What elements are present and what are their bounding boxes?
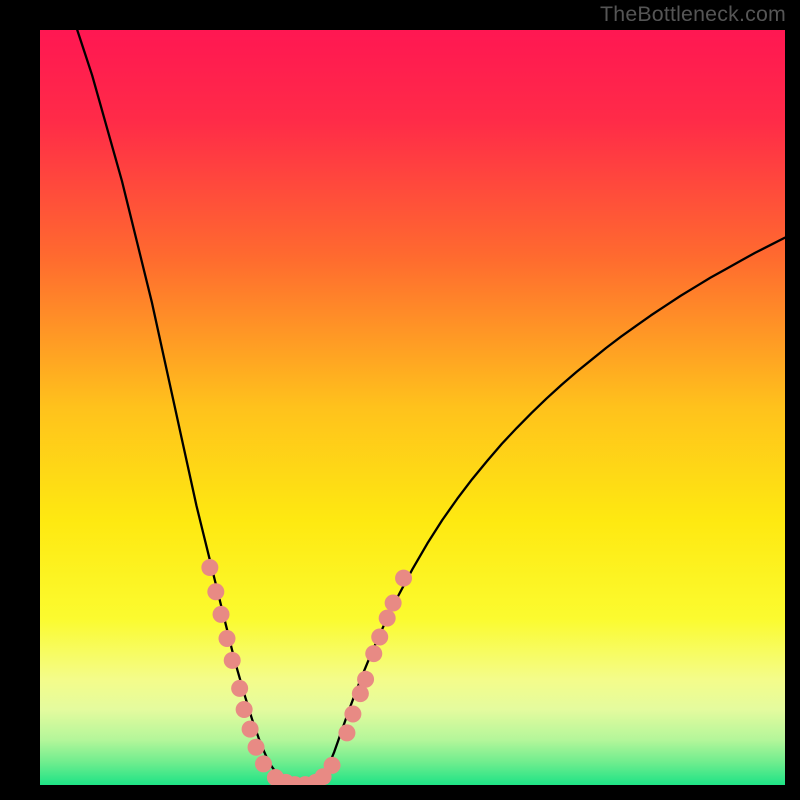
curve-marker [248, 739, 265, 756]
curve-marker [242, 721, 259, 738]
curve-marker [371, 629, 388, 646]
chart-svg [40, 30, 785, 785]
curve-marker [207, 583, 224, 600]
watermark-text: TheBottleneck.com [600, 2, 786, 27]
curve-marker [385, 595, 402, 612]
chart-stage: TheBottleneck.com [0, 0, 800, 800]
curve-marker [219, 630, 236, 647]
curve-marker [224, 652, 241, 669]
curve-marker [213, 606, 230, 623]
bottleneck-curve [77, 30, 785, 785]
curve-marker [357, 671, 374, 688]
curve-marker [201, 559, 218, 576]
plot-area [40, 30, 785, 785]
curve-marker [365, 645, 382, 662]
curve-marker [344, 706, 361, 723]
curve-marker [231, 680, 248, 697]
curve-marker [379, 610, 396, 627]
curve-marker [236, 701, 253, 718]
curve-marker [324, 757, 341, 774]
curve-marker [395, 570, 412, 587]
curve-marker [338, 724, 355, 741]
curve-marker [255, 755, 272, 772]
